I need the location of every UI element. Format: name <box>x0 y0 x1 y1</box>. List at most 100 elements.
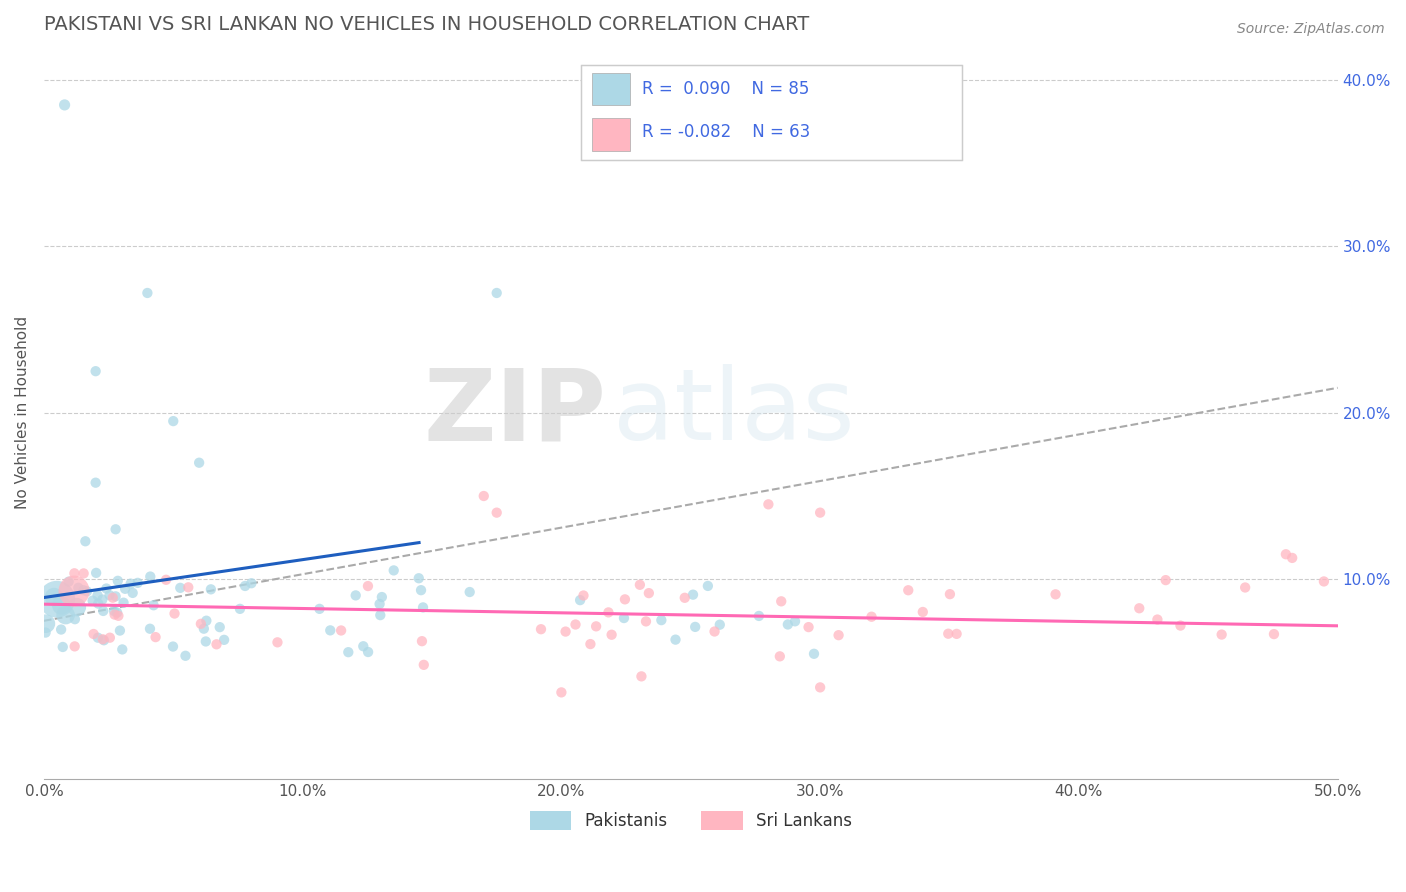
Point <box>808 681 831 695</box>
Point <box>139 622 162 636</box>
Point <box>758 497 780 511</box>
Point <box>212 632 235 647</box>
Point <box>240 576 263 591</box>
Point <box>897 583 920 598</box>
Point <box>344 588 367 602</box>
Point <box>550 685 572 699</box>
Point <box>579 637 602 651</box>
Point <box>412 657 434 672</box>
Point <box>104 590 127 604</box>
Point <box>1313 574 1336 589</box>
Point <box>368 597 391 611</box>
Point <box>783 615 806 629</box>
Point <box>769 649 792 664</box>
Point <box>107 608 129 623</box>
Point <box>188 456 211 470</box>
Point <box>319 624 342 638</box>
Point <box>103 604 125 618</box>
Point <box>1045 587 1067 601</box>
Point <box>107 574 129 588</box>
Point <box>162 640 184 654</box>
Point <box>91 592 114 607</box>
Point <box>112 596 135 610</box>
Point <box>136 285 159 300</box>
Point <box>409 583 432 598</box>
Point <box>72 566 94 581</box>
Point <box>177 580 200 594</box>
Point <box>82 593 104 607</box>
Point <box>52 640 75 654</box>
Point <box>98 588 121 602</box>
Point <box>87 631 110 645</box>
Point <box>155 573 177 587</box>
Point <box>45 592 67 607</box>
Point <box>51 599 73 613</box>
Point <box>63 612 86 626</box>
Point <box>91 632 114 647</box>
Point <box>121 586 143 600</box>
Point <box>682 588 704 602</box>
Text: ZIP: ZIP <box>423 364 606 461</box>
Point <box>458 585 481 599</box>
Point <box>108 624 131 638</box>
Point <box>411 634 433 648</box>
Text: PAKISTANI VS SRI LANKAN NO VEHICLES IN HOUSEHOLD CORRELATION CHART: PAKISTANI VS SRI LANKAN NO VEHICLES IN H… <box>44 15 808 34</box>
Point <box>104 607 127 622</box>
Point <box>357 645 380 659</box>
Point <box>142 599 165 613</box>
Point <box>83 627 105 641</box>
Point <box>75 534 97 549</box>
Point <box>114 582 136 596</box>
Point <box>1170 618 1192 632</box>
Point <box>357 579 380 593</box>
Point <box>174 648 197 663</box>
Point <box>63 584 86 599</box>
Point <box>105 606 128 620</box>
Point <box>860 609 883 624</box>
Point <box>1154 573 1177 587</box>
Point <box>1211 627 1233 641</box>
Point <box>530 622 553 636</box>
Point <box>200 582 222 597</box>
Point <box>472 489 495 503</box>
Point <box>598 606 620 620</box>
Point <box>66 600 89 615</box>
Point <box>572 589 595 603</box>
Point <box>1234 581 1257 595</box>
Point <box>162 414 184 428</box>
Point <box>101 591 124 605</box>
Point <box>205 637 228 651</box>
Point <box>634 615 657 629</box>
Point <box>613 611 636 625</box>
Point <box>630 669 652 683</box>
Point <box>194 634 217 648</box>
Point <box>585 619 607 633</box>
Point <box>63 640 86 654</box>
Point <box>195 614 218 628</box>
Point <box>945 627 967 641</box>
Point <box>600 628 623 642</box>
Point <box>58 574 80 589</box>
Text: Source: ZipAtlas.com: Source: ZipAtlas.com <box>1237 22 1385 37</box>
Point <box>352 639 374 653</box>
Text: atlas: atlas <box>613 364 855 461</box>
Point <box>637 586 659 600</box>
Point <box>827 628 849 642</box>
Point <box>1281 550 1303 565</box>
Point <box>308 602 330 616</box>
Point <box>1146 613 1168 627</box>
Point <box>84 475 107 490</box>
Point <box>98 631 121 645</box>
Point <box>770 594 793 608</box>
Point <box>797 620 820 634</box>
Point <box>63 566 86 581</box>
Point <box>193 622 215 636</box>
Point <box>650 613 672 627</box>
Point <box>145 630 167 644</box>
Point <box>42 590 65 604</box>
Point <box>696 579 718 593</box>
Point <box>1128 601 1150 615</box>
Point <box>120 576 142 591</box>
Point <box>554 624 576 639</box>
Point <box>55 608 77 623</box>
